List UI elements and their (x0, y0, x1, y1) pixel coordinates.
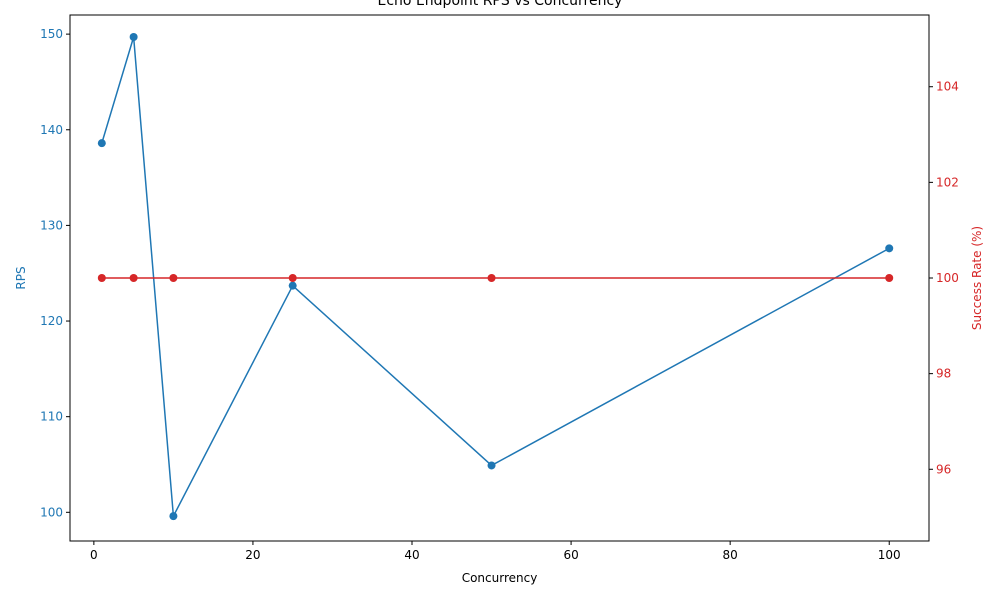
right-axis-series-point (129, 274, 138, 282)
right-y-tick-label: 104 (936, 80, 959, 94)
right-axis-series-point (487, 274, 496, 282)
left-y-tick-label: 100 (40, 505, 63, 519)
x-tick-label: 100 (878, 548, 901, 562)
series-layer (97, 32, 894, 521)
left-axis-series-point (885, 244, 894, 253)
left-y-tick-label: 110 (40, 410, 63, 424)
x-tick-label: 80 (723, 548, 738, 562)
left-axis-series-point (97, 139, 106, 148)
right-y-tick-label: 102 (936, 175, 959, 189)
left-axis-series-line (101, 36, 890, 519)
left-axis-series-point (288, 281, 297, 290)
left-axis-series-point (487, 461, 496, 470)
right-axis-series-point (169, 274, 178, 282)
x-tick-label: 40 (404, 548, 419, 562)
right-axis-series-point (885, 274, 894, 282)
left-y-tick-label: 130 (40, 218, 63, 232)
left-y-tick-label: 120 (40, 314, 63, 328)
left-axis-series-point (129, 32, 138, 41)
left-y-axis-label: RPS (14, 266, 28, 289)
x-tick-label: 0 (90, 548, 98, 562)
x-tick-label: 20 (245, 548, 260, 562)
x-axis-label: Concurrency (462, 571, 538, 585)
right-axis-series-point (97, 274, 106, 282)
right-y-axis-label: Success Rate (%) (970, 226, 984, 330)
right-y-tick-label: 98 (936, 367, 951, 381)
right-y-tick-label: 96 (936, 462, 951, 476)
left-y-axis-ticks: 100 110 120 130 140 150 (40, 27, 70, 519)
chart-title: Echo Endpoint RPS vs Concurrency (378, 0, 623, 9)
x-tick-label: 60 (563, 548, 578, 562)
right-y-axis-ticks: 96 98 100 102 104 (929, 80, 959, 476)
right-axis-series-point (288, 274, 297, 282)
x-axis-ticks: 0 20 40 60 80 100 (90, 541, 901, 562)
right-y-tick-label: 100 (936, 271, 959, 285)
left-y-tick-label: 140 (40, 123, 63, 137)
left-axis-series-point (169, 512, 178, 521)
left-y-tick-label: 150 (40, 27, 63, 41)
